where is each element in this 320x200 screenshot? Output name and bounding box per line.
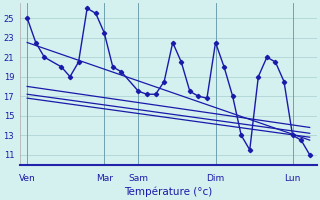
X-axis label: Température (°c): Température (°c): [124, 186, 212, 197]
